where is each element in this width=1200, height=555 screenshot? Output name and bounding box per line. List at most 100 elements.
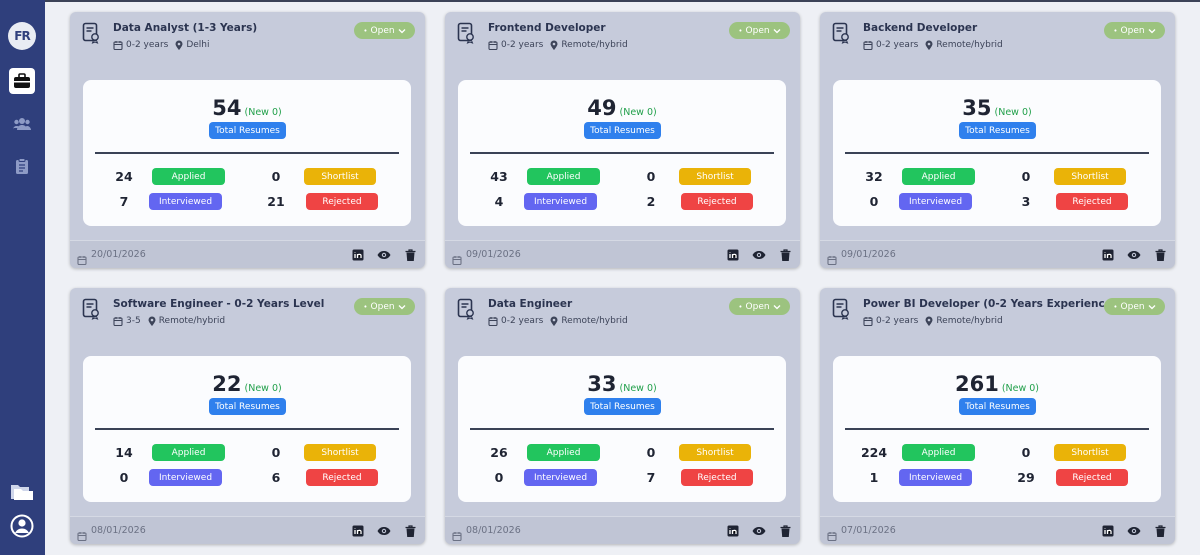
calendar-icon — [113, 317, 123, 326]
clipboard-icon — [16, 157, 28, 174]
date-icon — [452, 526, 462, 544]
linkedin-button[interactable] — [725, 247, 741, 263]
delete-icon — [405, 525, 415, 537]
status-dropdown[interactable]: • Open — [1104, 22, 1165, 39]
nav-files[interactable] — [9, 478, 35, 504]
document-icon — [82, 298, 99, 320]
status-text: Open — [370, 301, 395, 312]
delete-icon — [780, 525, 790, 537]
rejected-count: 21 — [267, 194, 285, 209]
document-icon — [832, 22, 849, 44]
linkedin-icon — [1102, 525, 1114, 537]
view-button[interactable] — [751, 247, 767, 263]
new-count: (New 0) — [619, 107, 657, 118]
total-label: Total Resumes — [959, 398, 1036, 415]
delete-button[interactable] — [402, 247, 418, 263]
applied-label: Applied — [527, 168, 600, 185]
calendar-icon — [488, 317, 498, 326]
total-row: 22 (New 0) — [83, 372, 411, 396]
new-count: (New 0) — [1001, 383, 1040, 394]
stats-box: 33 (New 0) Total Resumes 26 Applied 0 Shortlis… — [458, 356, 786, 502]
date-icon — [827, 250, 837, 268]
interviewed-count: 1 — [869, 470, 879, 485]
delete-button[interactable] — [402, 523, 418, 539]
status-dropdown[interactable]: • Open — [1104, 298, 1165, 315]
sidebar: FR — [0, 0, 45, 555]
view-button[interactable] — [376, 247, 392, 263]
posted-date: 08/01/2026 — [466, 525, 521, 536]
linkedin-button[interactable] — [1100, 523, 1116, 539]
job-icon — [832, 298, 852, 324]
job-title: Backend Developer — [863, 22, 978, 34]
view-button[interactable] — [376, 523, 392, 539]
linkedin-button[interactable] — [1100, 247, 1116, 263]
experience: 0-2 years — [876, 40, 919, 50]
calendar-icon — [827, 532, 837, 542]
card-footer: 08/01/2026 — [70, 516, 425, 544]
view-button[interactable] — [1126, 247, 1142, 263]
posted-date: 09/01/2026 — [466, 249, 521, 260]
experience: 0-2 years — [501, 40, 544, 50]
total-count: 54 — [212, 96, 242, 120]
delete-icon — [405, 249, 415, 261]
delete-icon — [780, 249, 790, 261]
date-icon — [77, 250, 87, 268]
linkedin-button[interactable] — [725, 523, 741, 539]
nav-jobs[interactable] — [9, 68, 35, 94]
linkedin-button[interactable] — [350, 247, 366, 263]
status-dot: • — [1113, 302, 1118, 311]
applied-count: 224 — [860, 445, 888, 460]
applied-label: Applied — [527, 444, 600, 461]
applied-count: 32 — [865, 169, 883, 184]
rejected-count: 29 — [1017, 470, 1035, 485]
status-dropdown[interactable]: • Open — [354, 22, 415, 39]
nav-candidates[interactable] — [9, 111, 35, 137]
calendar-icon — [77, 256, 87, 266]
nav-profile[interactable] — [9, 513, 35, 539]
stats-box: 49 (New 0) Total Resumes 43 Applied 0 Shortlis… — [458, 80, 786, 226]
view-icon — [1127, 527, 1141, 535]
shortlist-label: Shortlist — [679, 168, 751, 185]
nav-reports[interactable] — [9, 153, 35, 179]
calendar-icon — [827, 256, 837, 266]
shortlist-label: Shortlist — [1054, 444, 1126, 461]
date-icon — [77, 526, 87, 544]
card-footer: 07/01/2026 — [820, 516, 1175, 544]
delete-button[interactable] — [1152, 523, 1168, 539]
delete-button[interactable] — [777, 247, 793, 263]
date-icon — [452, 250, 462, 268]
job-meta: 0-2 years Remote/hybrid — [863, 316, 1003, 326]
caret-icon — [773, 304, 781, 309]
view-button[interactable] — [1126, 523, 1142, 539]
view-icon — [1127, 251, 1141, 259]
delete-button[interactable] — [1152, 247, 1168, 263]
location-icon — [925, 40, 933, 50]
shortlist-count: 0 — [271, 169, 281, 184]
linkedin-button[interactable] — [350, 523, 366, 539]
status-dot: • — [363, 26, 368, 35]
job-card: Software Engineer - 0-2 Years Level 3-5 Re… — [70, 288, 425, 544]
new-count: (New 0) — [619, 383, 657, 394]
interviewed-label: Interviewed — [899, 193, 972, 210]
view-button[interactable] — [751, 523, 767, 539]
new-count: (New 0) — [244, 383, 282, 394]
calendar-icon — [452, 256, 462, 266]
linkedin-icon — [1102, 249, 1114, 261]
document-icon — [457, 298, 474, 320]
status-dropdown[interactable]: • Open — [729, 22, 790, 39]
job-icon — [82, 298, 102, 324]
status-dropdown[interactable]: • Open — [729, 298, 790, 315]
delete-button[interactable] — [777, 523, 793, 539]
status-dropdown[interactable]: • Open — [354, 298, 415, 315]
top-border — [0, 0, 1200, 2]
stats-box: 261 (New 0) Total Resumes 224 Applied 0 Shortl… — [833, 356, 1161, 502]
calendar-icon — [863, 41, 873, 50]
new-count: (New 0) — [244, 107, 282, 118]
job-icon — [457, 298, 477, 324]
logo[interactable]: FR — [8, 22, 36, 50]
interviewed-label: Interviewed — [149, 193, 222, 210]
posted-date: 08/01/2026 — [91, 525, 146, 536]
stats-box: 35 (New 0) Total Resumes 32 Applied 0 Shortlis… — [833, 80, 1161, 226]
applied-label: Applied — [152, 168, 225, 185]
location: Remote/hybrid — [561, 40, 628, 50]
